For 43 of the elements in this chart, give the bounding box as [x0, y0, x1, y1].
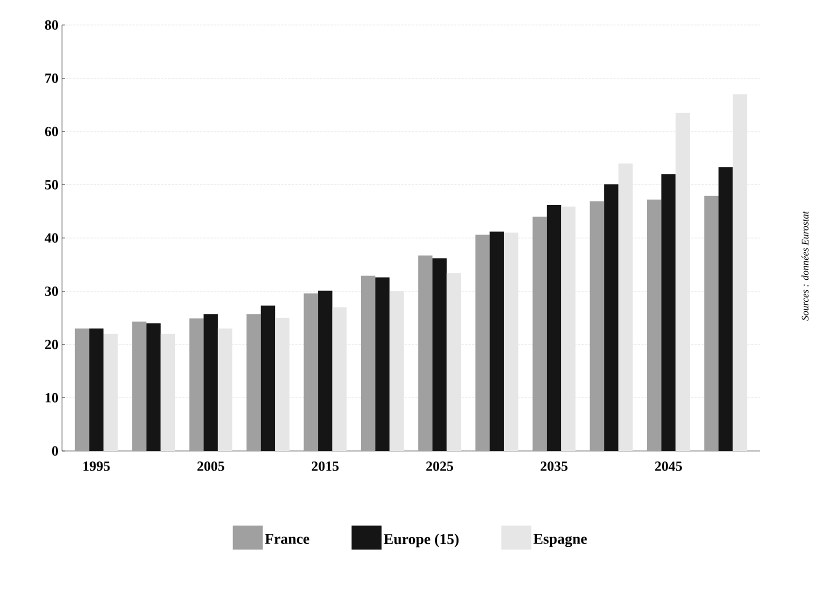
source-note: Sources : données Eurostat	[801, 211, 809, 321]
y-tick-label: 60	[45, 126, 58, 136]
bar	[732, 94, 748, 451]
y-tick-label: 80	[45, 20, 58, 30]
bar	[146, 323, 161, 451]
x-tick-label: 2025	[426, 462, 454, 471]
y-tick-label: 0	[52, 446, 58, 456]
y-tick-label: 30	[45, 286, 58, 296]
legend-label: Espagne	[534, 534, 587, 548]
y-tick-label: 20	[45, 340, 58, 350]
bar	[546, 204, 562, 451]
bar	[446, 273, 462, 451]
y-tick-label: 50	[45, 180, 58, 190]
legend-label: France	[265, 534, 310, 544]
bar	[718, 167, 733, 451]
bar	[204, 314, 218, 451]
x-tick-label: 1995	[84, 462, 110, 471]
bar	[618, 163, 633, 451]
bar	[375, 277, 390, 451]
bar	[432, 258, 447, 451]
y-tick-label: 40	[44, 233, 58, 243]
bar	[160, 334, 176, 451]
bar	[275, 318, 290, 451]
bar	[103, 334, 118, 451]
bar	[89, 328, 104, 451]
bar	[390, 291, 404, 451]
bar	[332, 307, 347, 451]
bar	[661, 174, 676, 451]
bar	[318, 290, 332, 451]
x-tick-label: 2035	[540, 462, 568, 471]
x-tick-label: 2015	[312, 462, 339, 471]
legend-label: Europe (15)	[384, 534, 459, 548]
x-tick-label: 2005	[197, 462, 224, 471]
x-tick-label: 2045	[655, 462, 682, 471]
bar	[218, 328, 232, 451]
bar	[604, 184, 618, 451]
bar	[490, 232, 504, 451]
bar	[504, 232, 518, 451]
bar	[260, 306, 276, 451]
bar	[561, 206, 576, 451]
bar	[676, 112, 690, 451]
y-tick-label: 10	[46, 393, 58, 402]
y-tick-label: 70	[45, 74, 58, 83]
